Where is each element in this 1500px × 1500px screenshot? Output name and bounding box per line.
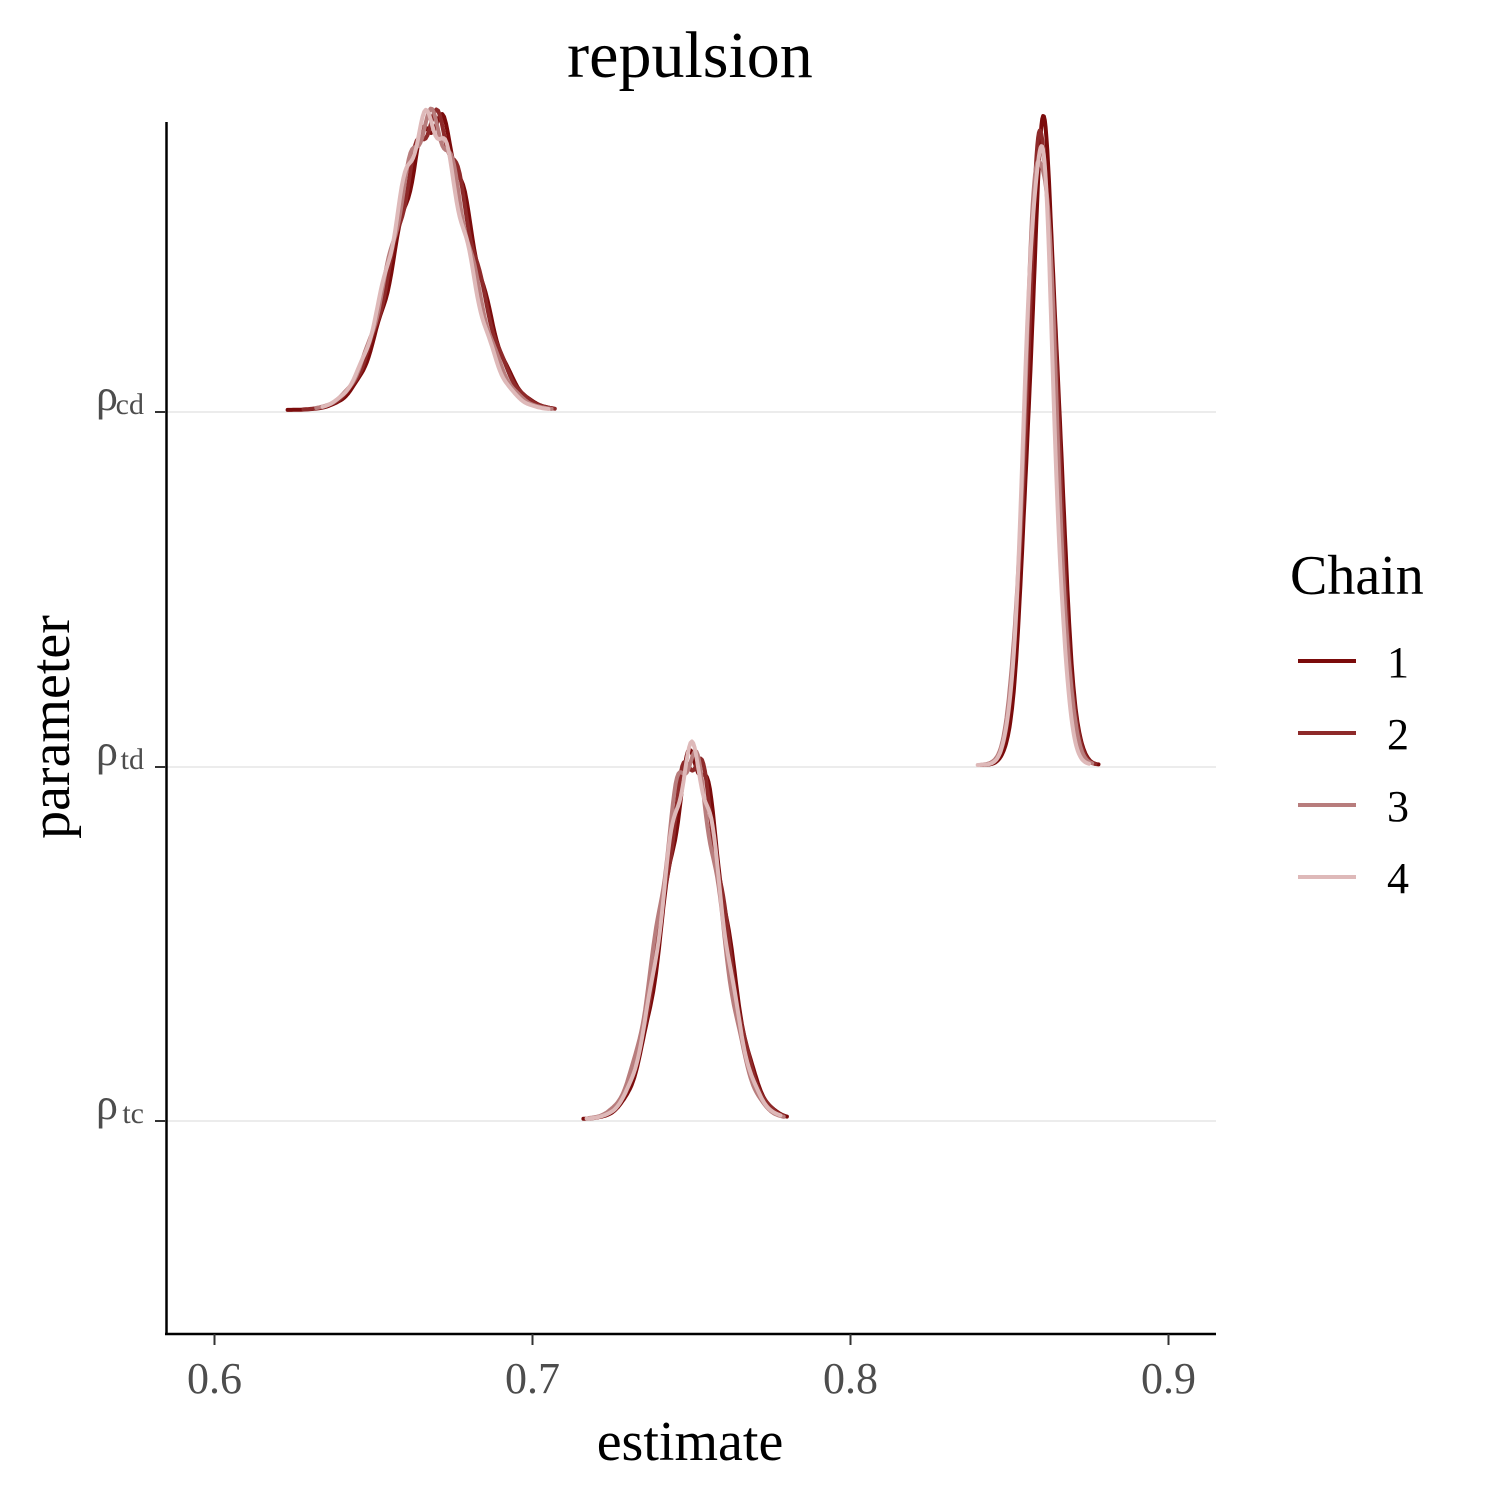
legend-item-1: 1 [1298,638,1409,687]
x-tick-label: 0.7 [505,1354,560,1403]
density-chain-1-td [978,114,1101,767]
legend-item-2: 2 [1298,710,1409,759]
legend-title: Chain [1290,545,1424,607]
x-axis-title: estimate [597,1411,784,1473]
legend-items: 1 2 3 4 [1298,638,1409,903]
density-chain-3-td [982,159,1095,767]
chart-title: repulsion [567,19,813,92]
density-chain-1-cd [285,112,554,412]
x-tick-label: 0.6 [187,1354,242,1403]
legend-label: 1 [1387,638,1409,687]
y-tick-label-td: ρ td [96,726,144,776]
density-chain-3-tc [587,749,786,1120]
param-subscript: tc [122,1097,144,1130]
x-tick-label: 0.8 [823,1354,878,1403]
density-chain-4-cd [320,107,551,411]
series-chain-3 [314,106,1095,1120]
param-subscript: cd [116,388,144,421]
param-symbol: ρ [96,1080,118,1129]
density-chain-4-td [975,144,1091,767]
param-symbol: ρ [96,726,118,775]
density-curves [285,106,1101,1121]
density-chain-2-td [982,128,1098,767]
y-tick-label-cd: ρcd [96,371,144,421]
series-chain-2 [301,107,1098,1121]
legend-item-3: 3 [1298,782,1409,831]
param-symbol: ρ [96,371,118,420]
density-chain-3-cd [314,106,554,411]
legend-label: 3 [1387,782,1409,831]
x-tick-label: 0.9 [1141,1354,1196,1403]
density-chain-2-cd [301,107,557,412]
x-axis-ticks: 0.6 0.7 0.8 0.9 [187,1334,1196,1403]
y-tick-label-tc: ρ tc [96,1080,144,1130]
param-subscript: td [121,743,144,776]
series-chain-1 [285,112,1101,1121]
legend-item-4: 4 [1298,854,1409,903]
density-chain-4-tc [584,739,783,1121]
y-axis-title: parameter [20,615,82,839]
legend-label: 4 [1387,854,1409,903]
series-chain-4 [320,107,1091,1121]
legend-label: 2 [1387,710,1409,759]
density-chain-1-tc [581,747,789,1121]
legend: Chain 1 2 3 4 [1290,545,1424,903]
